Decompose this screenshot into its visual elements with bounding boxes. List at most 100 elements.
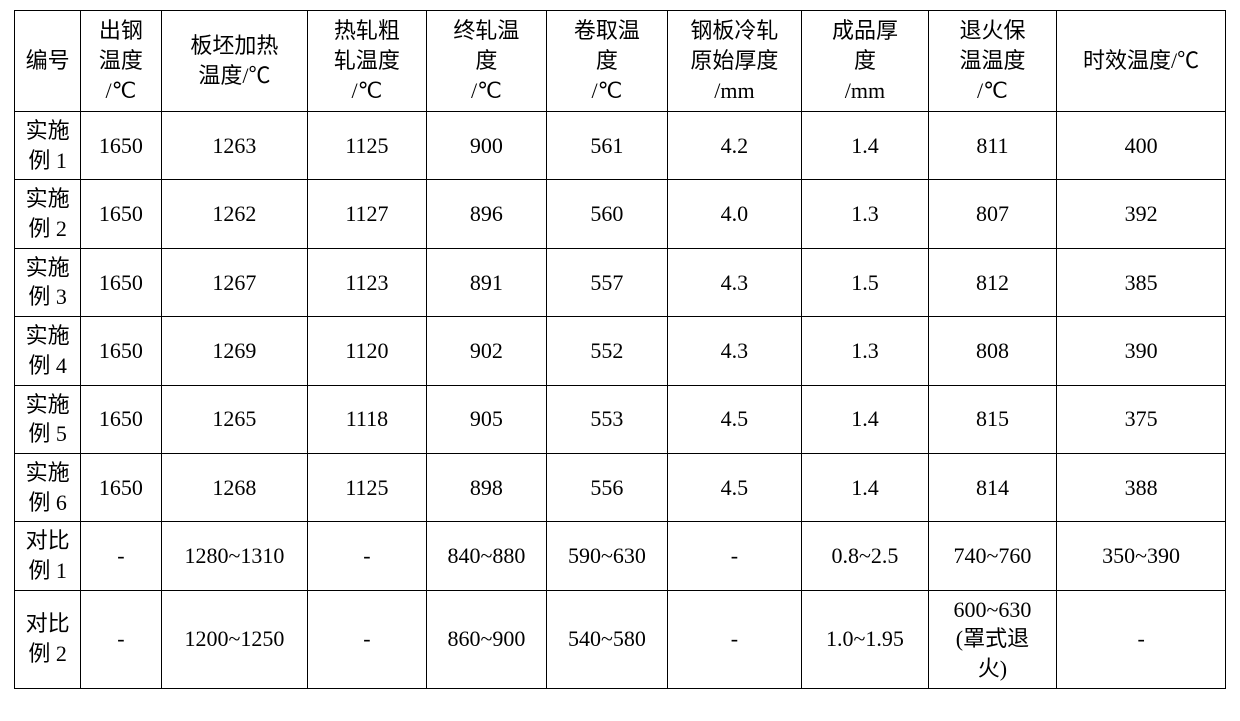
table-cell-value: 540~580 xyxy=(568,626,646,651)
row-label-text: 实施例 3 xyxy=(26,255,70,310)
table-cell-value: 4.0 xyxy=(721,201,749,226)
table-cell: 1.3 xyxy=(802,317,929,385)
table-row: 实施例 11650126311259005614.21.4811400 xyxy=(15,112,1226,180)
table-row: 实施例 41650126911209025524.31.3808390 xyxy=(15,317,1226,385)
col-header-label: 钢板冷轧原始厚度/mm xyxy=(690,18,778,102)
table-cell: 1123 xyxy=(308,248,426,316)
table-cell-value: 1125 xyxy=(345,133,388,158)
table-cell: 1127 xyxy=(308,180,426,248)
row-label: 实施例 6 xyxy=(15,453,81,521)
table-cell-value: 1120 xyxy=(345,338,388,363)
table-cell-value: 4.5 xyxy=(721,475,749,500)
table-cell: 4.5 xyxy=(667,453,802,521)
table-cell-value: 388 xyxy=(1125,475,1158,500)
col-header: 时效温度/℃ xyxy=(1057,11,1226,112)
table-cell: 1650 xyxy=(81,180,161,248)
table-cell: 808 xyxy=(928,317,1057,385)
table-cell-value: - xyxy=(1137,626,1144,651)
table-cell-value: 891 xyxy=(470,270,503,295)
col-header-label: 卷取温度/℃ xyxy=(574,18,640,102)
table-cell-value: 1650 xyxy=(99,475,143,500)
table-cell-value: 1650 xyxy=(99,201,143,226)
row-label: 对比例 1 xyxy=(15,522,81,590)
table-cell: - xyxy=(1057,590,1226,688)
table-cell-value: 350~390 xyxy=(1102,543,1180,568)
table-cell-value: 560 xyxy=(590,201,623,226)
table-cell-value: 896 xyxy=(470,201,503,226)
table-cell: 0.8~2.5 xyxy=(802,522,929,590)
row-label-text: 对比例 1 xyxy=(26,528,70,583)
table-cell: 1262 xyxy=(161,180,308,248)
col-header: 出钢温度/℃ xyxy=(81,11,161,112)
table-cell-value: 1269 xyxy=(212,338,256,363)
table-cell-value: 808 xyxy=(976,338,1009,363)
table-cell-value: 1118 xyxy=(346,406,388,431)
table-cell-value: 600~630(罩式退火) xyxy=(954,597,1032,681)
table-cell-value: 590~630 xyxy=(568,543,646,568)
col-header: 卷取温度/℃ xyxy=(547,11,667,112)
table-cell: 1125 xyxy=(308,112,426,180)
table-cell-value: 1280~1310 xyxy=(184,543,284,568)
table-cell: 552 xyxy=(547,317,667,385)
table-cell-value: 4.3 xyxy=(721,338,749,363)
table-cell: - xyxy=(308,522,426,590)
table-cell: 740~760 xyxy=(928,522,1057,590)
row-label-text: 实施例 4 xyxy=(26,323,70,378)
table-cell-value: 860~900 xyxy=(447,626,525,651)
col-header: 成品厚度/mm xyxy=(802,11,929,112)
col-header-label: 板坯加热温度/℃ xyxy=(190,33,278,88)
table-cell: 1.0~1.95 xyxy=(802,590,929,688)
table-cell: 4.2 xyxy=(667,112,802,180)
table-cell-value: 1200~1250 xyxy=(184,626,284,651)
table-cell-value: 814 xyxy=(976,475,1009,500)
table-cell-value: 1.3 xyxy=(851,338,879,363)
table-cell: - xyxy=(81,522,161,590)
col-header-label: 热轧粗轧温度/℃ xyxy=(334,18,400,102)
row-label: 实施例 4 xyxy=(15,317,81,385)
table-cell: 1118 xyxy=(308,385,426,453)
table-cell-value: 902 xyxy=(470,338,503,363)
table-cell: 1650 xyxy=(81,112,161,180)
table-cell-value: 392 xyxy=(1125,201,1158,226)
row-label: 对比例 2 xyxy=(15,590,81,688)
table-cell-value: - xyxy=(117,543,124,568)
table-cell: 350~390 xyxy=(1057,522,1226,590)
row-label-text: 实施例 6 xyxy=(26,460,70,515)
table-cell: 385 xyxy=(1057,248,1226,316)
table-row: 实施例 61650126811258985564.51.4814388 xyxy=(15,453,1226,521)
col-header: 编号 xyxy=(15,11,81,112)
table-cell: 4.3 xyxy=(667,317,802,385)
process-parameters-table: 编号出钢温度/℃板坯加热温度/℃热轧粗轧温度/℃终轧温度/℃卷取温度/℃钢板冷轧… xyxy=(14,10,1226,689)
table-row: 对比例 1-1280~1310-840~880590~630-0.8~2.574… xyxy=(15,522,1226,590)
col-header-label: 编号 xyxy=(26,48,70,73)
table-cell: 902 xyxy=(426,317,546,385)
table-cell-value: 1.3 xyxy=(851,201,879,226)
table-cell-value: 375 xyxy=(1125,406,1158,431)
table-cell: 1269 xyxy=(161,317,308,385)
table-cell: 1.4 xyxy=(802,385,929,453)
table-cell: 905 xyxy=(426,385,546,453)
table-cell: - xyxy=(667,522,802,590)
table-row: 对比例 2-1200~1250-860~900540~580-1.0~1.956… xyxy=(15,590,1226,688)
table-row: 实施例 31650126711238915574.31.5812385 xyxy=(15,248,1226,316)
table-cell-value: 900 xyxy=(470,133,503,158)
table-cell-value: 553 xyxy=(590,406,623,431)
table-cell: 900 xyxy=(426,112,546,180)
table-cell-value: 385 xyxy=(1125,270,1158,295)
table-cell: 4.0 xyxy=(667,180,802,248)
table-cell-value: 1.4 xyxy=(851,475,879,500)
table-cell-value: 812 xyxy=(976,270,1009,295)
table-cell: 4.5 xyxy=(667,385,802,453)
table-cell-value: 1.0~1.95 xyxy=(826,626,904,651)
row-label-text: 实施例 1 xyxy=(26,118,70,173)
table-cell-value: 1265 xyxy=(212,406,256,431)
col-header: 钢板冷轧原始厚度/mm xyxy=(667,11,802,112)
table-cell-value: 1.4 xyxy=(851,406,879,431)
table-cell-value: 400 xyxy=(1125,133,1158,158)
table-cell-value: 1268 xyxy=(212,475,256,500)
table-cell: 1125 xyxy=(308,453,426,521)
table-cell-value: - xyxy=(117,626,124,651)
table-cell: 375 xyxy=(1057,385,1226,453)
col-header-label: 退火保温温度/℃ xyxy=(959,18,1025,102)
row-label-text: 实施例 5 xyxy=(26,392,70,447)
